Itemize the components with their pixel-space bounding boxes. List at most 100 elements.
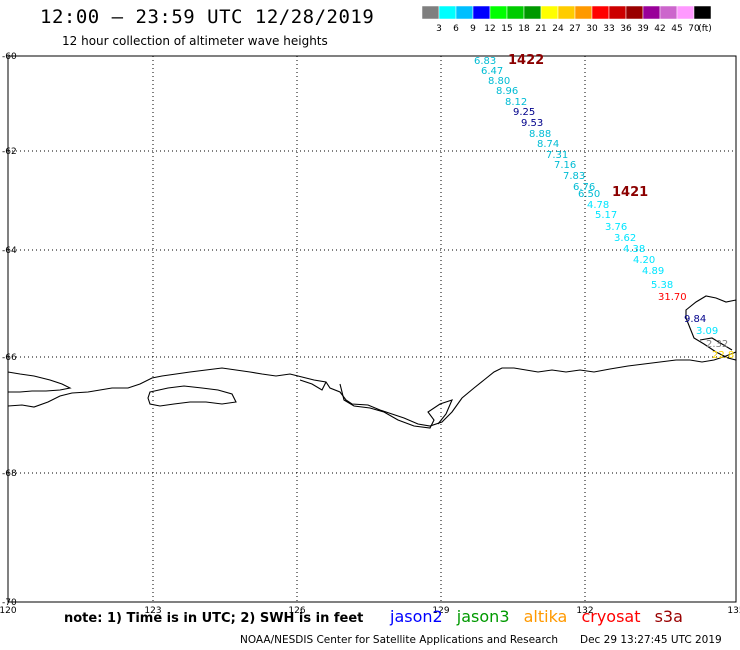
longitude-label: 135 bbox=[727, 606, 740, 616]
longitude-label: 126 bbox=[288, 606, 305, 616]
legend-tick-label: 45 bbox=[671, 24, 682, 34]
legend-tick-label: 18 bbox=[518, 24, 530, 34]
graticule bbox=[8, 56, 736, 602]
wave-height-label: 4.38 bbox=[623, 244, 645, 255]
generated-timestamp: Dec 29 13:27:45 UTC 2019 bbox=[580, 634, 722, 646]
legend-swatch bbox=[625, 5, 644, 20]
antarctic-coastline bbox=[7, 295, 737, 429]
coastline-peninsula bbox=[339, 383, 453, 429]
satellite-s3a: s3a bbox=[654, 607, 683, 626]
color-scale-legend: 3 6 9 12 15 18 21 24 27 30 33 36 39 42 45 70(ft) bbox=[421, 5, 712, 34]
legend-tick-label: 39 bbox=[637, 24, 649, 34]
longitude-label: 120 bbox=[0, 606, 17, 616]
wave-height-label: 9.53 bbox=[521, 118, 543, 129]
wave-height-label: 7.16 bbox=[554, 160, 576, 171]
latitude-label: -62 bbox=[2, 147, 17, 157]
coastline-east-island bbox=[685, 295, 737, 361]
legend-swatch bbox=[557, 5, 576, 20]
track-number-label: 1421 bbox=[612, 185, 648, 200]
wave-height-label: 3.62 bbox=[614, 233, 636, 244]
legend-swatch bbox=[540, 5, 559, 20]
legend-swatch bbox=[489, 5, 508, 20]
longitude-label: 129 bbox=[432, 606, 449, 616]
wave-height-label: 6.50 bbox=[578, 189, 600, 200]
coastline-east-bay bbox=[699, 337, 733, 351]
legend-tick-label: 70 bbox=[688, 24, 700, 34]
satellite-legend: jason2 jason3 altika cryosat s3a bbox=[390, 607, 692, 626]
wave-height-label: 31.70 bbox=[658, 292, 687, 303]
credit-line: NOAA/NESDIS Center for Satellite Applica… bbox=[240, 634, 558, 646]
track-number-label: 1422 bbox=[508, 53, 544, 68]
latitude-label: -60 bbox=[2, 52, 17, 62]
legend-tick-label: 27 bbox=[569, 24, 580, 34]
wave-height-label: 4.89 bbox=[642, 266, 664, 277]
longitude-label: 123 bbox=[144, 606, 161, 616]
satellite-jason3: jason3 bbox=[456, 607, 510, 626]
map-subtitle: 12 hour collection of altimeter wave hei… bbox=[62, 34, 328, 48]
legend-tick-label: 9 bbox=[470, 24, 476, 34]
legend-swatch bbox=[506, 5, 525, 20]
wave-height-label: 8.80 bbox=[488, 76, 510, 87]
longitude-label: 132 bbox=[576, 606, 593, 616]
legend-tick-label: 21 bbox=[535, 24, 546, 34]
legend-swatch bbox=[472, 5, 491, 20]
coastline-ice-shelf bbox=[147, 385, 237, 407]
legend-swatch bbox=[455, 5, 474, 20]
satellite-jason2: jason2 bbox=[390, 607, 443, 626]
legend-swatch bbox=[591, 5, 610, 20]
legend-swatch bbox=[642, 5, 661, 20]
legend-tick-label: 12 bbox=[484, 24, 495, 34]
wave-height-label: 6.83 bbox=[474, 56, 496, 67]
latitude-label: -68 bbox=[2, 469, 17, 479]
legend-swatch bbox=[421, 5, 440, 20]
wave-height-label: 6.76 bbox=[573, 182, 595, 193]
wave-height-label: 8.96 bbox=[496, 86, 518, 97]
wave-height-label: 2.32 bbox=[706, 339, 728, 350]
legend-unit: (ft) bbox=[698, 24, 712, 34]
legend-swatch bbox=[523, 5, 542, 20]
wave-height-label: 5.38 bbox=[651, 280, 673, 291]
legend-swatch bbox=[438, 5, 457, 20]
latitude-label: -70 bbox=[2, 598, 17, 608]
wave-height-label: 9.84 bbox=[684, 314, 706, 325]
legend-tick-label: 36 bbox=[620, 24, 632, 34]
latitude-label: -64 bbox=[2, 246, 17, 256]
wave-height-label: 4.20 bbox=[633, 255, 655, 266]
coastline-west bbox=[7, 371, 72, 393]
legend-tick-label: 24 bbox=[552, 24, 564, 34]
wave-height-label: 9.25 bbox=[513, 107, 535, 118]
wave-height-label: 8.12 bbox=[505, 97, 527, 108]
legend-swatch bbox=[608, 5, 627, 20]
wave-height-label: 8.74 bbox=[537, 139, 559, 150]
satellite-cryosat: cryosat bbox=[581, 607, 641, 626]
satellite-altika: altika bbox=[523, 607, 568, 626]
legend-tick-label: 3 bbox=[436, 24, 442, 34]
legend-tick-label: 6 bbox=[453, 24, 459, 34]
wave-height-label: 6.47 bbox=[481, 66, 503, 77]
legend-swatch bbox=[574, 5, 593, 20]
wave-height-label: 5.17 bbox=[595, 210, 617, 221]
legend-tick-label: 30 bbox=[586, 24, 598, 34]
coastline-main bbox=[7, 351, 737, 427]
wave-height-label: 3.09 bbox=[696, 326, 718, 337]
latitude-label: -66 bbox=[2, 353, 17, 363]
wave-height-label: 8.88 bbox=[529, 129, 551, 140]
map-frame bbox=[7, 55, 737, 603]
legend-tick-label: 42 bbox=[654, 24, 665, 34]
wave-height-label: 7.31 bbox=[546, 150, 568, 161]
map-title: 12:00 — 23:59 UTC 12/28/2019 bbox=[40, 6, 375, 28]
footer-note: note: 1) Time is in UTC; 2) SWH is in fe… bbox=[64, 611, 364, 626]
legend-swatch bbox=[676, 5, 695, 20]
wave-height-label: 4.78 bbox=[587, 200, 609, 211]
legend-tick-label: 15 bbox=[501, 24, 512, 34]
wave-height-label: 22.8 bbox=[712, 350, 734, 361]
wave-height-label: 3.76 bbox=[605, 222, 627, 233]
legend-tick-label: 33 bbox=[603, 24, 614, 34]
coastline-bay bbox=[299, 379, 327, 391]
wave-height-label: 7.83 bbox=[563, 171, 585, 182]
legend-swatch bbox=[693, 5, 712, 20]
altimeter-track: 1422 1421 6.836.478.808.968.129.259.538.88… bbox=[474, 53, 734, 361]
legend-swatch bbox=[659, 5, 678, 20]
